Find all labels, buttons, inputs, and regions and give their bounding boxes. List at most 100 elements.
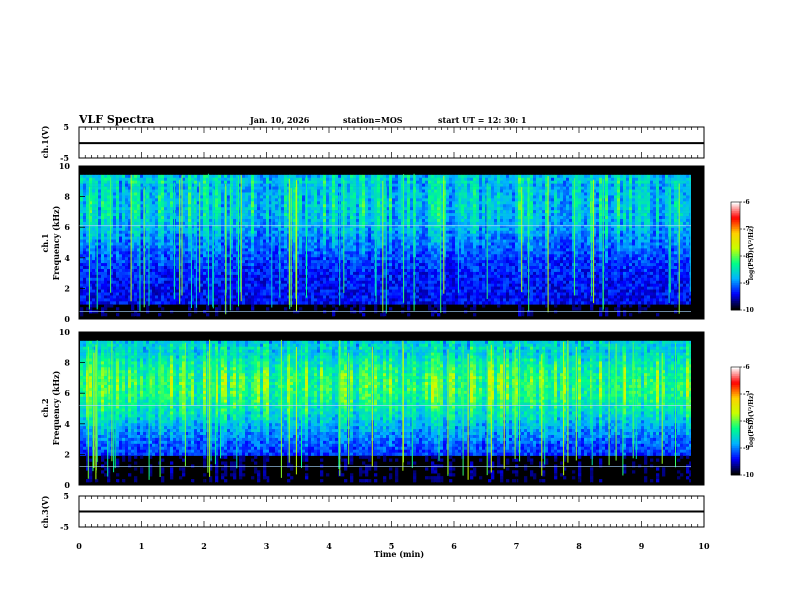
spectrogram-cell	[320, 298, 324, 302]
spectrogram-cell	[287, 242, 291, 246]
spectrogram-cell	[260, 236, 264, 240]
spectrogram-cell	[242, 192, 246, 196]
spectrogram-cell	[113, 260, 117, 264]
spectrogram-cell	[185, 174, 189, 179]
spectrogram-cell	[281, 292, 285, 296]
spectrogram-cell	[317, 192, 321, 196]
spectrogram-cell	[158, 260, 162, 264]
spectrogram-cell	[107, 216, 111, 220]
spectrogram-cell	[146, 248, 150, 252]
spectrogram-cell	[122, 277, 126, 282]
spectrogram-cell	[377, 201, 381, 205]
spectrogram-cell	[272, 283, 276, 287]
spectrogram-cell	[95, 254, 99, 258]
spectrogram-cell	[119, 213, 123, 217]
spectrogram-cell	[329, 271, 333, 276]
spectrogram-cell	[164, 283, 168, 287]
spectrogram-cell	[209, 271, 213, 276]
spectrogram-cell	[116, 271, 120, 276]
spectrogram-cell	[98, 233, 102, 237]
spectrogram-cell	[95, 233, 99, 237]
spectrogram-cell	[350, 198, 354, 202]
spectrogram-cell	[164, 216, 168, 220]
spectrogram-cell	[260, 195, 264, 199]
spectrogram-cell	[110, 289, 114, 293]
spectrogram-cell	[107, 295, 111, 299]
spectrogram-cell	[83, 274, 87, 279]
spectrogram-cell	[242, 174, 246, 179]
spectrogram-cell	[215, 189, 219, 193]
spectrogram-cell	[377, 216, 381, 220]
spectrogram-cell	[185, 201, 189, 205]
spectrogram-cell	[155, 186, 159, 190]
spectrogram-cell	[119, 207, 123, 211]
spectrogram-cell	[284, 289, 288, 293]
spectrogram-cell	[263, 213, 267, 217]
spectrogram-cell	[80, 224, 84, 229]
spectrogram-cell	[149, 207, 153, 211]
spectrogram-cell	[209, 295, 213, 299]
spectrogram-cell	[236, 298, 240, 302]
spectrogram-cell	[155, 216, 159, 220]
spectrogram-cell	[353, 233, 357, 237]
spectrogram-cell	[320, 221, 324, 226]
spectrogram-cell	[98, 274, 102, 279]
spectrogram-cell	[149, 198, 153, 202]
spectrogram-cell	[137, 183, 141, 187]
spectrogram-cell	[191, 251, 195, 255]
spectrogram-cell	[353, 298, 357, 302]
spectrogram-cell	[170, 280, 174, 284]
spectrogram-cell	[209, 221, 213, 226]
spectrogram-cell	[218, 260, 222, 264]
spectrogram-cell	[287, 292, 291, 296]
spectrogram-cell	[392, 189, 396, 193]
spectrogram-cell	[365, 183, 369, 187]
spectrogram-cell	[116, 286, 120, 290]
spectrogram-cell	[101, 301, 105, 305]
spectrogram-cell	[353, 254, 357, 258]
spectrogram-cell	[230, 307, 234, 311]
spectrogram-cell	[368, 263, 372, 267]
spectrogram-cell	[149, 216, 153, 220]
spectrogram-cell	[101, 189, 105, 193]
spectrogram-cell	[308, 260, 312, 264]
spectrogram-cell	[287, 280, 291, 284]
spectrogram-cell	[320, 301, 324, 305]
spectrogram-cell	[104, 239, 108, 243]
spectrogram-cell	[254, 180, 258, 184]
spectrogram-cell	[161, 189, 165, 193]
spectrogram-cell	[152, 221, 156, 226]
spectrogram-cell	[272, 192, 276, 196]
spectrogram-cell	[221, 174, 225, 179]
spectrogram-cell	[293, 263, 297, 267]
spectrogram-cell	[83, 245, 87, 249]
spectrogram-cell	[299, 177, 303, 182]
spectrogram-cell	[215, 277, 219, 282]
spectrogram-cell	[140, 218, 144, 223]
spectrogram-cell	[317, 218, 321, 223]
spectrogram-cell	[254, 298, 258, 302]
spectrogram-cell	[170, 227, 174, 232]
spectrogram-cell	[350, 301, 354, 305]
spectrogram-cell	[281, 245, 285, 249]
spectrogram-cell	[110, 295, 114, 299]
spectrogram-cell	[92, 210, 96, 214]
spectrogram-cell	[272, 195, 276, 199]
spectrogram-cell	[86, 224, 90, 229]
spectrogram-cell	[359, 236, 363, 240]
spectrogram-cell	[158, 313, 162, 317]
spectrogram-cell	[230, 254, 234, 258]
spectrogram-cell	[314, 218, 318, 223]
spectrogram-cell	[86, 192, 90, 196]
spectrogram-cell	[164, 189, 168, 193]
spectrogram-cell	[107, 274, 111, 279]
spectrogram-cell	[254, 227, 258, 232]
spectrogram-cell	[128, 292, 132, 296]
spectrogram-cell	[209, 174, 213, 179]
spectrogram-cell	[398, 245, 402, 249]
spectrogram-cell	[128, 242, 132, 246]
spectrogram-cell	[350, 277, 354, 282]
spectrogram-cell	[374, 310, 378, 314]
spectrogram-cell	[203, 201, 207, 205]
spectrogram-cell	[368, 216, 372, 220]
